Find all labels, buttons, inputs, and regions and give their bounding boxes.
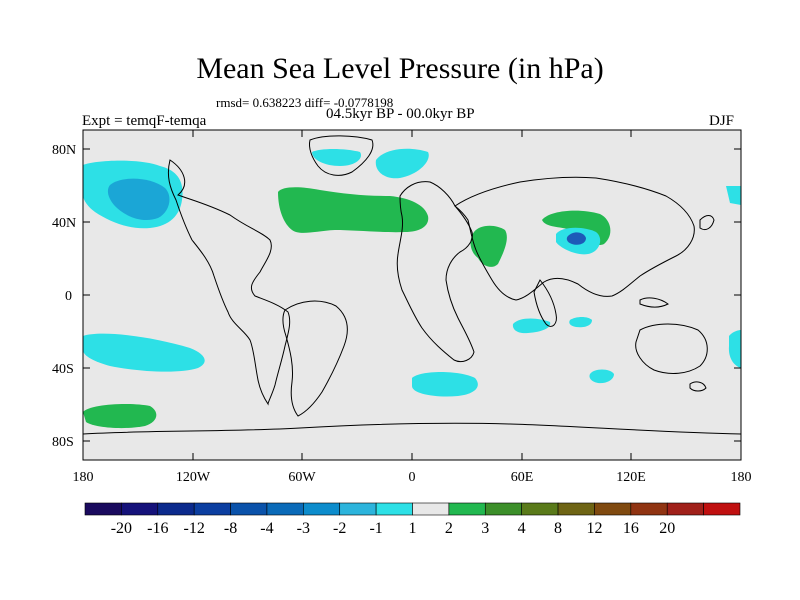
lon-label-120w: 120W (176, 470, 211, 485)
colorbar-swatch (230, 502, 268, 516)
colorbar-label: -16 (147, 520, 168, 537)
lon-label-180w: 180 (73, 470, 94, 485)
lon-label-180e: 180 (731, 470, 752, 485)
colorbar-swatch (121, 502, 159, 516)
lat-label-0: 0 (65, 289, 72, 304)
colorbar-label: 8 (554, 520, 562, 537)
experiment-label: Expt = temqF-temqa (82, 113, 207, 129)
map-background (83, 130, 741, 460)
period-label: 04.5kyr BP - 00.0kyr BP (326, 106, 475, 122)
colorbar-label: -2 (333, 520, 346, 537)
anomaly-fields (83, 135, 741, 435)
lat-label-80n: 80N (52, 143, 76, 158)
anomaly-arctic-1 (312, 149, 362, 166)
colorbar-swatch (266, 502, 304, 516)
lon-ticks (82, 130, 742, 460)
anomaly-south-atlantic (412, 372, 478, 397)
anomaly-tibet-core (566, 232, 586, 245)
colorbar-swatch (339, 502, 377, 516)
colorbar-swatch (594, 502, 632, 516)
colorbar-swatch (630, 502, 668, 516)
colorbar-label: 12 (586, 520, 602, 537)
colorbar-swatch (157, 502, 195, 516)
colorbar-swatch (703, 502, 741, 516)
lon-label-120e: 120E (616, 470, 646, 485)
lat-label-80s: 80S (52, 435, 74, 450)
lat-label-40n: 40N (52, 216, 76, 231)
colorbar-swatch (412, 502, 450, 516)
lon-label-60w: 60W (288, 470, 316, 485)
colorbar-label: 4 (518, 520, 526, 537)
lat-ticks (83, 148, 741, 442)
anomaly-north-atlantic (278, 187, 429, 233)
lon-label-0: 0 (409, 470, 416, 485)
colorbar-label: -12 (184, 520, 205, 537)
colorbar-label: -20 (111, 520, 132, 537)
anomaly-north-pacific-east (726, 186, 741, 205)
anomaly-indian-2 (569, 317, 592, 328)
colorbar-swatch (375, 502, 413, 516)
colorbar-label: 20 (659, 520, 675, 537)
colorbar-swatch (448, 502, 486, 516)
colorbar-swatch (84, 502, 122, 516)
stats-label: rmsd= 0.638223 diff= -0.0778198 (216, 95, 394, 110)
colorbar-label: -4 (260, 520, 273, 537)
colorbar-label: 1 (409, 520, 417, 537)
colorbar-swatch (557, 502, 595, 516)
colorbar-label: 3 (481, 520, 489, 537)
page-title: Mean Sea Level Pressure (in hPa) (196, 52, 604, 85)
colorbar-swatch (666, 502, 704, 516)
colorbar-swatch (193, 502, 231, 516)
colorbar-label: -1 (369, 520, 382, 537)
colorbar-swatch (303, 502, 341, 516)
colorbar-label: -3 (297, 520, 310, 537)
colorbar-swatch (484, 502, 522, 516)
colorbar-labels: -20 -16 -12 -8 -4 -3 -2 -1 1 2 3 4 8 12 16 20 (111, 520, 675, 537)
anomaly-north-pacific-core (107, 178, 170, 221)
colorbar-label: 16 (623, 520, 639, 537)
colorbar-label: 2 (445, 520, 453, 537)
lat-label-40s: 40S (52, 362, 74, 377)
colorbar (84, 502, 741, 516)
anomaly-indian-1 (512, 318, 551, 334)
anomaly-arctic-2 (375, 148, 429, 179)
coastlines (83, 135, 741, 435)
anomaly-south-pacific-green (83, 404, 157, 429)
lon-label-60e: 60E (511, 470, 534, 485)
anomaly-south-aus (589, 369, 614, 384)
colorbar-label: -8 (224, 520, 237, 537)
colorbar-swatch (521, 502, 559, 516)
anomaly-south-pacific (83, 333, 205, 372)
season-label: DJF (709, 113, 735, 129)
anomaly-south-east-pacific (728, 330, 741, 368)
anomaly-middle-east (470, 225, 507, 267)
